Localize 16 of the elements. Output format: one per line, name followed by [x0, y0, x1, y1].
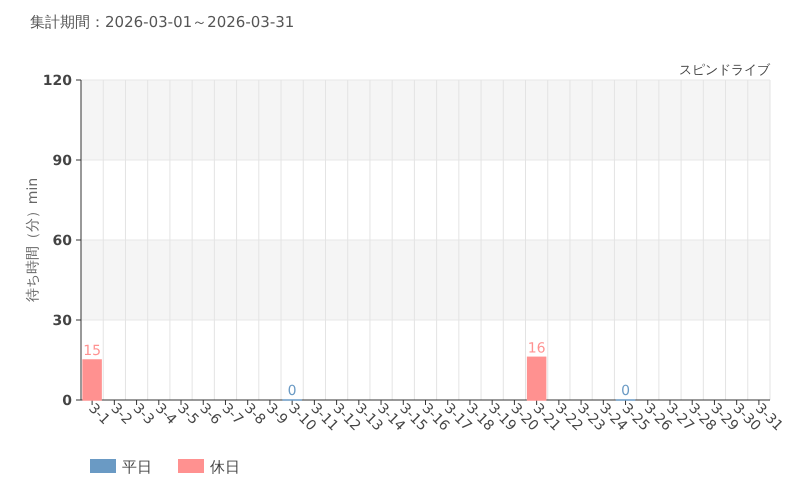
bar: [82, 359, 102, 401]
y-axis-title: 待ち時間（分）min: [25, 178, 41, 302]
chart-title: 集計期間：2026-03-01～2026-03-31: [30, 13, 294, 31]
y-tick-label: 30: [52, 313, 72, 329]
y-tick-label: 0: [62, 393, 72, 409]
legend-label: 平日: [122, 458, 152, 476]
y-tick-label: 90: [52, 153, 72, 169]
chart-subtitle: スピンドライブ: [679, 63, 771, 78]
data-label: 0: [621, 383, 630, 399]
legend-label: 休日: [210, 458, 240, 476]
bar: [526, 356, 546, 401]
y-tick-label: 60: [52, 233, 72, 249]
data-label: 15: [83, 343, 102, 359]
y-tick-label: 120: [42, 73, 72, 89]
data-label: 16: [528, 340, 546, 356]
data-label: 0: [288, 383, 297, 399]
